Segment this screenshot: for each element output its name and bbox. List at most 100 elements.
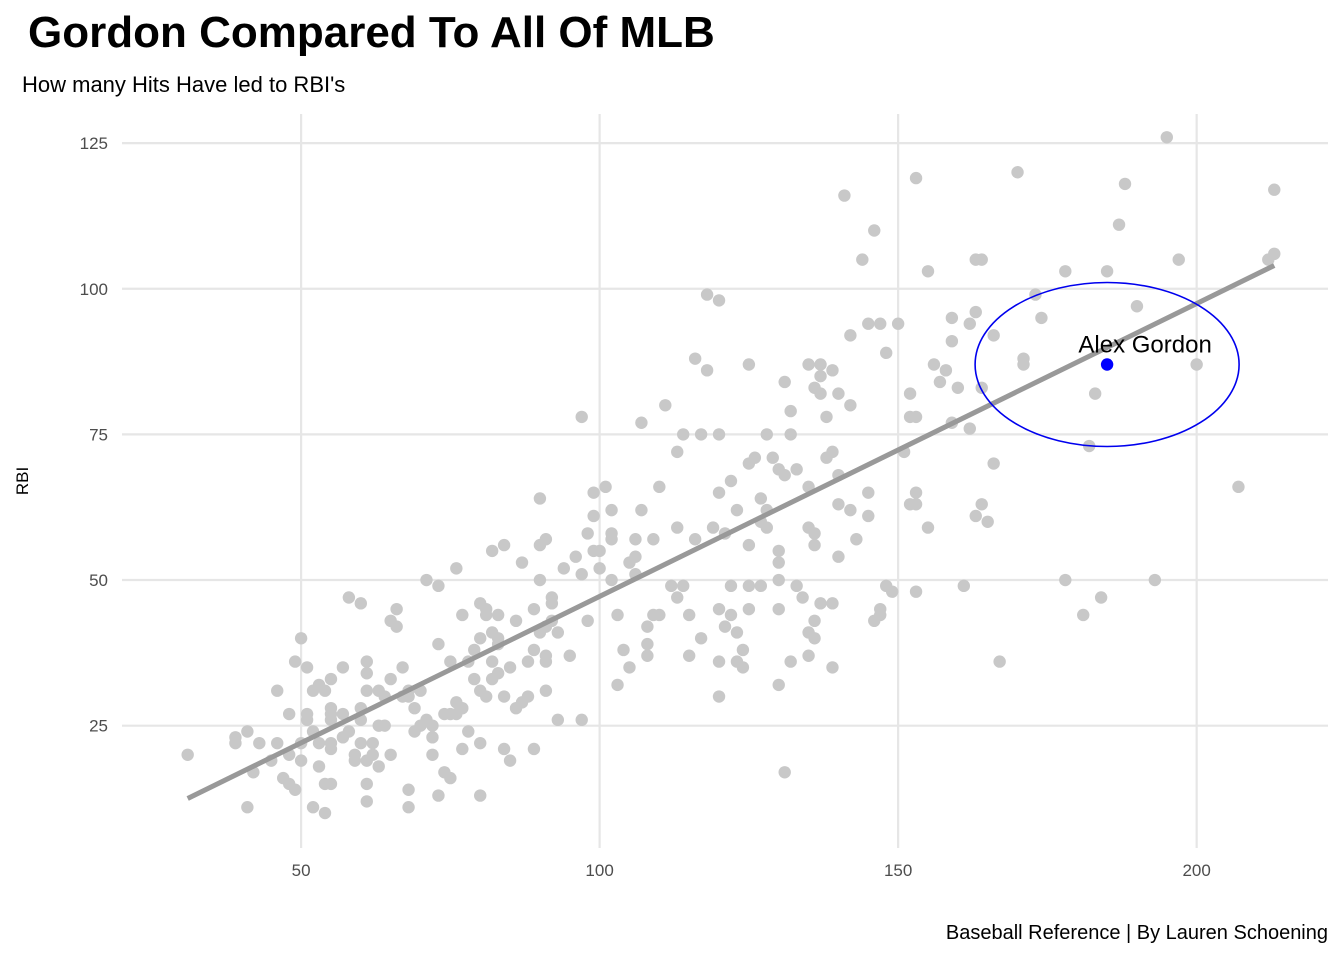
data-point	[706, 521, 720, 534]
data-point	[1094, 591, 1108, 604]
y-axis-title: RBI	[13, 467, 32, 495]
data-point	[700, 364, 714, 377]
x-tick-label: 100	[585, 861, 613, 880]
data-point	[294, 754, 308, 767]
data-point	[826, 597, 839, 610]
x-axis-ticks: 50 100 150 200	[292, 861, 1211, 880]
data-point	[1088, 387, 1102, 400]
data-point	[939, 364, 953, 377]
data-point	[945, 334, 959, 348]
data-point	[527, 643, 541, 657]
data-point	[772, 678, 785, 692]
y-tick-label: 100	[80, 280, 108, 299]
data-point	[629, 533, 642, 546]
data-point	[605, 527, 618, 540]
data-point	[1268, 247, 1281, 261]
data-point	[474, 736, 487, 750]
data-point	[342, 725, 356, 738]
data-point	[778, 375, 791, 389]
data-point	[336, 707, 350, 721]
data-point	[838, 189, 851, 202]
data-point	[975, 381, 988, 394]
data-point	[1172, 253, 1185, 266]
data-point	[933, 375, 947, 389]
data-point	[808, 632, 821, 645]
data-point	[671, 591, 684, 604]
data-point	[581, 614, 594, 628]
data-point	[730, 503, 744, 517]
data-point	[485, 544, 499, 558]
data-point	[468, 643, 481, 657]
data-point	[688, 352, 702, 365]
data-point	[635, 416, 648, 429]
data-point	[575, 713, 588, 727]
data-point	[682, 649, 696, 662]
data-point	[874, 608, 887, 622]
data-point	[790, 579, 803, 593]
data-point	[712, 294, 726, 307]
data-point	[736, 643, 750, 657]
data-point	[491, 608, 505, 622]
data-point	[1130, 300, 1144, 313]
data-point	[629, 550, 642, 563]
data-point	[181, 748, 194, 761]
data-point	[826, 445, 839, 459]
data-point	[1059, 573, 1072, 587]
data-point	[1077, 608, 1090, 622]
data-point	[300, 661, 314, 674]
data-point	[294, 632, 308, 645]
y-tick-label: 50	[89, 571, 108, 590]
data-point	[1011, 166, 1024, 179]
data-point	[641, 649, 654, 662]
data-point	[569, 550, 582, 563]
data-point	[909, 410, 923, 424]
data-point	[241, 801, 254, 814]
data-point	[766, 451, 779, 464]
data-point	[575, 568, 588, 581]
data-point	[497, 538, 511, 552]
data-point	[951, 381, 965, 394]
data-point	[366, 748, 379, 761]
data-point	[402, 783, 415, 796]
data-point	[384, 672, 397, 686]
data-point	[1190, 358, 1203, 371]
data-point	[348, 748, 362, 761]
y-tick-label: 75	[89, 425, 108, 444]
data-point	[814, 387, 827, 400]
data-point	[879, 346, 893, 360]
data-point	[527, 742, 541, 756]
data-point	[772, 602, 785, 616]
data-point	[372, 760, 385, 773]
data-point	[360, 655, 373, 668]
data-point	[856, 253, 869, 266]
data-point	[790, 463, 803, 476]
data-point	[521, 655, 535, 668]
data-point	[671, 445, 684, 459]
data-point	[271, 684, 284, 697]
x-tick-label: 150	[884, 861, 912, 880]
data-point	[814, 369, 827, 383]
data-point	[659, 399, 672, 412]
data-point	[593, 544, 606, 558]
data-point	[778, 766, 791, 779]
data-point	[539, 684, 553, 697]
chart-title: Gordon Compared To All Of MLB	[28, 8, 715, 57]
data-point	[491, 667, 505, 680]
data-point	[545, 597, 559, 610]
data-point	[891, 317, 905, 330]
caption: Baseball Reference | By Lauren Schoening	[945, 922, 1328, 944]
data-point	[909, 498, 923, 511]
data-point	[432, 789, 445, 802]
data-point	[479, 690, 493, 703]
data-point	[772, 573, 785, 587]
data-point	[927, 358, 941, 371]
data-point	[1035, 311, 1048, 325]
data-point	[432, 579, 445, 593]
y-tick-label: 25	[89, 717, 108, 736]
data-point	[647, 533, 660, 546]
data-point	[587, 509, 600, 523]
data-point	[617, 643, 630, 657]
data-point	[354, 597, 368, 610]
data-point	[921, 521, 935, 534]
data-point	[599, 480, 612, 494]
